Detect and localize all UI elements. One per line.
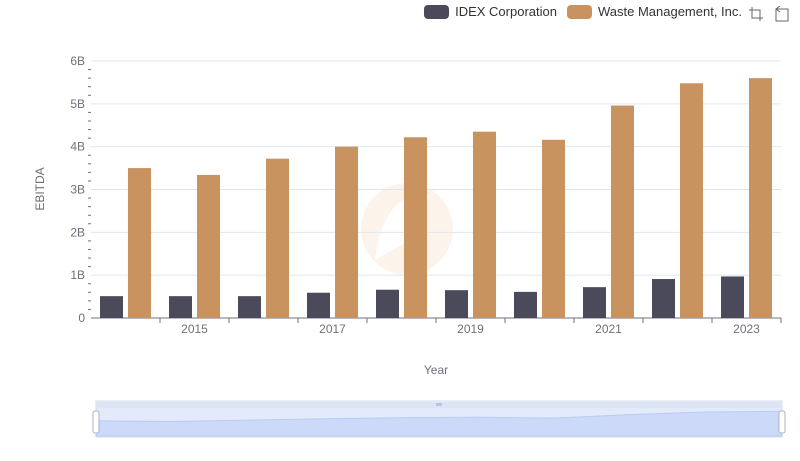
bar-waste-management-2014[interactable] (128, 168, 151, 318)
bar-waste-management-2023[interactable] (749, 78, 772, 318)
bars (100, 78, 772, 319)
datazoom-slider[interactable] (92, 400, 786, 438)
y-tick-label: 3B (70, 183, 85, 197)
x-tick-label: 2023 (733, 322, 760, 336)
bar-waste-management-2021[interactable] (611, 105, 634, 319)
bar-waste-management-2018[interactable] (404, 137, 427, 318)
y-tick-labels: 0 1B 2B 3B 4B 5B 6B (70, 54, 85, 325)
legend-label-waste-management: Waste Management, Inc. (597, 4, 742, 19)
bar-waste-management-2020[interactable] (542, 139, 565, 318)
toolbox (748, 5, 790, 22)
bar-idex-2022[interactable] (652, 279, 675, 318)
restore-icon[interactable] (774, 5, 790, 22)
bar-waste-management-2016[interactable] (266, 158, 289, 318)
legend-item-waste-management[interactable]: Waste Management, Inc. (566, 4, 742, 19)
bar-waste-management-2019[interactable] (473, 131, 496, 318)
y-tick-label: 4B (70, 140, 85, 154)
bar-idex-2017[interactable] (307, 292, 330, 318)
legend-swatch-idex (424, 4, 450, 19)
bar-idex-2016[interactable] (238, 296, 261, 318)
y-tick-label: 0 (78, 311, 85, 325)
bar-idex-2015[interactable] (169, 296, 192, 318)
zoom-icon[interactable] (748, 6, 764, 22)
bar-waste-management-2017[interactable] (335, 146, 358, 318)
datazoom-left-handle[interactable] (92, 410, 100, 434)
y-tick-label: 1B (70, 268, 85, 282)
legend: IDEX Corporation Waste Management, Inc. (424, 4, 742, 19)
bar-waste-management-2022[interactable] (680, 83, 703, 318)
legend-label-idex: IDEX Corporation (455, 4, 557, 19)
bar-idex-2014[interactable] (100, 296, 123, 318)
y-minor-ticks (88, 69, 91, 310)
legend-item-idex[interactable]: IDEX Corporation (424, 4, 557, 19)
x-tick-label: 2017 (319, 322, 346, 336)
bar-idex-2021[interactable] (583, 287, 606, 318)
x-axis: 2015 2017 2019 2021 2023 (159, 318, 782, 336)
bar-idex-2020[interactable] (514, 291, 537, 318)
bar-idex-2023[interactable] (721, 276, 744, 318)
y-axis-label: EBITDA (33, 167, 47, 210)
bar-idex-2018[interactable] (376, 289, 399, 318)
y-tick-label: 2B (70, 225, 85, 239)
grid-lines (91, 60, 781, 319)
bar-waste-management-2015[interactable] (197, 174, 220, 318)
x-tick-label: 2015 (181, 322, 208, 336)
x-tick-label: 2021 (595, 322, 622, 336)
x-axis-label: Year (424, 363, 448, 377)
datazoom-move-handle[interactable] (436, 403, 442, 406)
legend-swatch-waste-management (566, 4, 592, 19)
datazoom-right-handle[interactable] (778, 410, 786, 434)
x-tick-label: 2019 (457, 322, 484, 336)
bar-idex-2019[interactable] (445, 290, 468, 318)
y-tick-label: 5B (70, 97, 85, 111)
y-tick-label: 6B (70, 54, 85, 68)
